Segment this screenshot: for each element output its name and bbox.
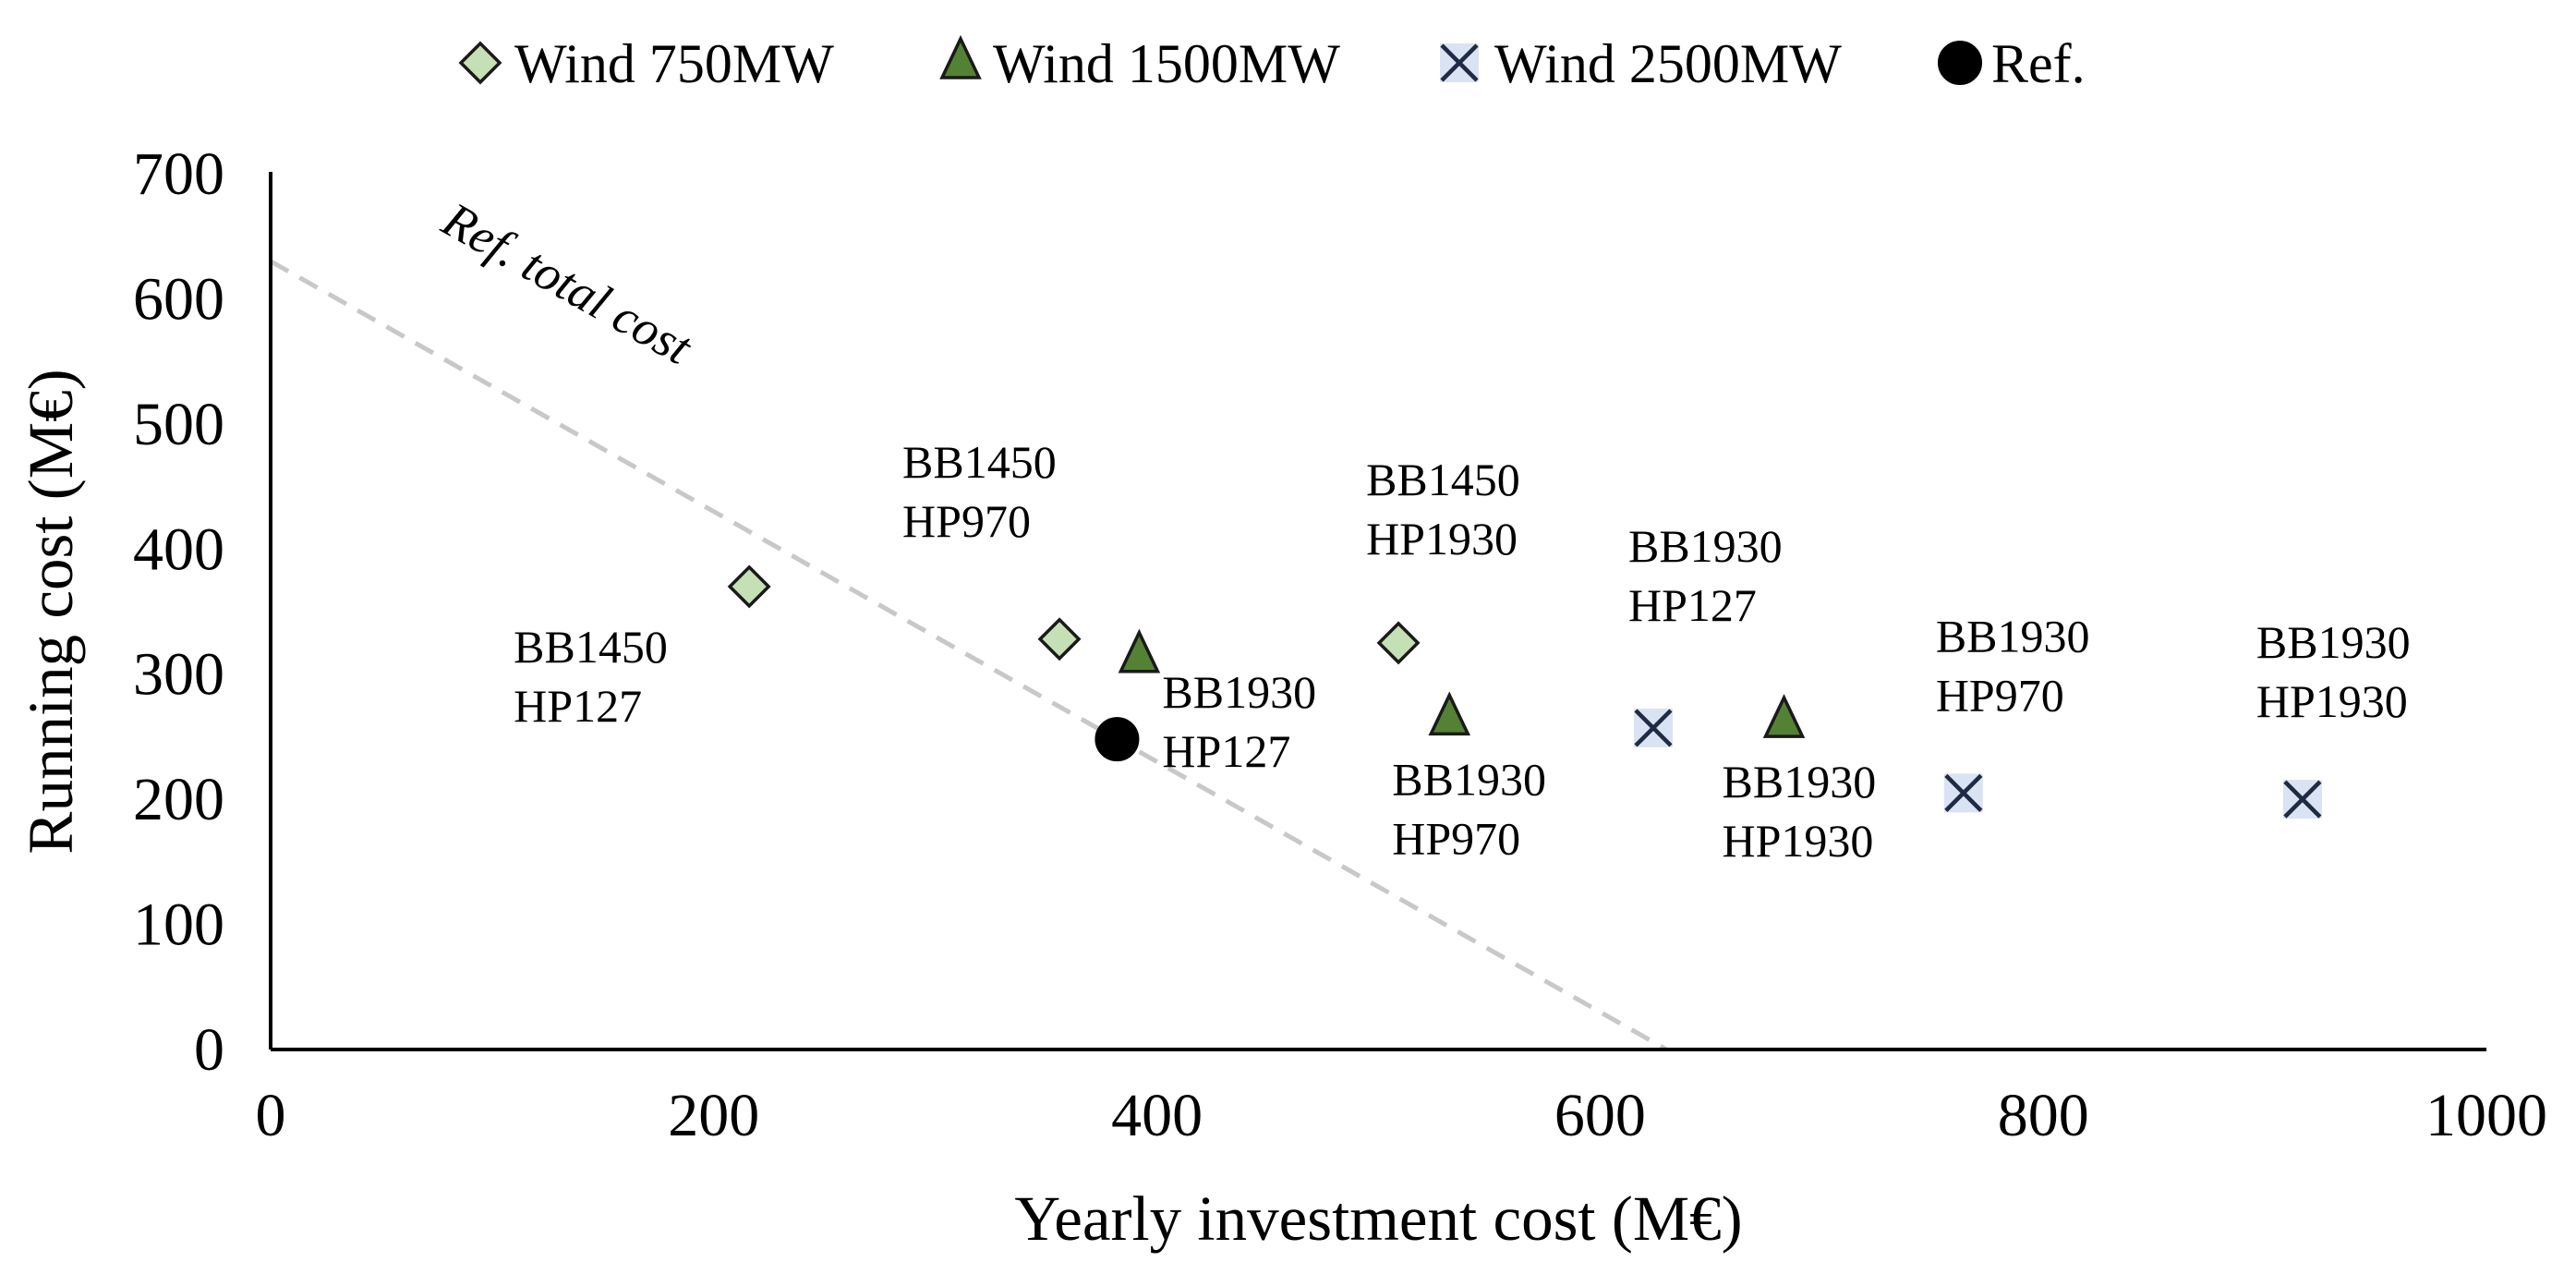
x-tick-label: 800 (1998, 1082, 2089, 1149)
ref-total-cost-line (269, 259, 1668, 1052)
y-tick-label: 400 (133, 516, 224, 583)
y-tick-label: 500 (133, 391, 224, 458)
y-tick-label: 100 (133, 892, 224, 959)
point-ref-1 (1094, 717, 1140, 762)
point-wind-2500mw-3-stroke-b (2283, 780, 2322, 819)
point-label-wind-2500mw-2: BB1930 HP970 (1936, 610, 2090, 721)
legend-label-ref: Ref. (1991, 33, 2086, 94)
point-label-line: HP127 (1628, 579, 1757, 631)
point-wind-2500mw-2-stroke-b (1944, 773, 1983, 812)
point-label-wind-1500mw-1: BB1930 HP127 (1162, 666, 1316, 777)
point-label-line: BB1930 (2256, 616, 2411, 668)
point-wind-750mw-3 (1376, 621, 1421, 665)
point-label-wind-1500mw-3: BB1930 HP1930 (1723, 756, 1877, 867)
point-label-line: BB1930 (1162, 666, 1316, 718)
point-label-wind-2500mw-1: BB1930 HP127 (1628, 520, 1783, 631)
point-label-line: BB1930 (1628, 520, 1783, 572)
legend-label-wind-1500mw: Wind 1500MW (993, 33, 1340, 94)
point-label-line: HP970 (902, 495, 1031, 547)
point-label-line: HP127 (514, 680, 642, 732)
x-tick-label: 0 (256, 1082, 286, 1149)
point-label-line: HP127 (1162, 725, 1290, 777)
point-label-line: HP1930 (2256, 675, 2408, 727)
point-label-line: BB1450 (902, 436, 1057, 488)
point-wind-750mw-1 (727, 564, 771, 609)
y-tick-label: 600 (133, 265, 224, 333)
point-label-line: BB1930 (1936, 610, 2090, 661)
legend-marker-wind-1500mw (939, 34, 982, 79)
legend-marker-wind-2500mw (1440, 43, 1479, 82)
legend-label-wind-750mw: Wind 750MW (514, 33, 834, 94)
legend-marker-wind-2500mw-stroke-b (1440, 43, 1479, 82)
point-wind-2500mw-2 (1943, 773, 1983, 813)
legend-item-ref[interactable]: Ref. (1938, 33, 2086, 94)
legend-item-wind-2500mw[interactable]: Wind 2500MW (1440, 33, 1842, 94)
point-label-wind-750mw-3: BB1450 HP1930 (1366, 454, 1520, 564)
point-label-line: BB1450 (1366, 454, 1520, 505)
legend-marker-ref (1938, 41, 1982, 85)
point-label-line: HP970 (1392, 812, 1520, 864)
point-label-line: BB1450 (514, 621, 668, 673)
x-tick-label: 1000 (2425, 1082, 2547, 1149)
x-tick-label: 400 (1111, 1082, 1203, 1149)
legend-label-wind-2500mw: Wind 2500MW (1494, 33, 1842, 94)
point-label-wind-750mw-2: BB1450 HP970 (902, 436, 1057, 547)
point-label-line: BB1930 (1392, 753, 1546, 805)
y-axis-title: Running cost (M€) (16, 369, 86, 854)
x-axis-title: Yearly investment cost (M€) (1014, 1183, 1742, 1254)
point-wind-2500mw-1 (1633, 708, 1673, 747)
x-tick-label: 600 (1554, 1082, 1646, 1149)
point-wind-1500mw-1 (1118, 628, 1161, 673)
point-label-wind-750mw-1: BB1450 HP127 (514, 621, 668, 732)
point-label-line: BB1930 (1723, 756, 1877, 807)
point-wind-1500mw-3 (1762, 694, 1806, 738)
y-tick-label: 300 (133, 641, 224, 709)
y-tick-label: 700 (133, 140, 224, 208)
y-tick-label: 200 (133, 766, 224, 833)
legend-item-wind-1500mw[interactable]: Wind 1500MW (939, 33, 1340, 94)
point-label-wind-1500mw-2: BB1930 HP970 (1392, 753, 1546, 864)
point-label-line: HP1930 (1366, 513, 1518, 564)
point-wind-2500mw-1-stroke-b (1634, 709, 1673, 747)
x-tick-label: 200 (668, 1082, 759, 1149)
ref-total-cost-label: Ref. total cost (433, 191, 703, 376)
legend-item-wind-750mw[interactable]: Wind 750MW (458, 33, 834, 94)
point-wind-2500mw-3 (2282, 780, 2322, 819)
point-wind-1500mw-2 (1428, 691, 1471, 736)
point-wind-750mw-2 (1037, 617, 1082, 661)
point-label-line: HP970 (1936, 669, 2064, 721)
legend-marker-wind-750mw (458, 41, 502, 85)
point-label-line: HP1930 (1723, 815, 1874, 867)
y-tick-label: 0 (194, 1016, 224, 1084)
point-label-wind-2500mw-3: BB1930 HP1930 (2256, 616, 2411, 727)
